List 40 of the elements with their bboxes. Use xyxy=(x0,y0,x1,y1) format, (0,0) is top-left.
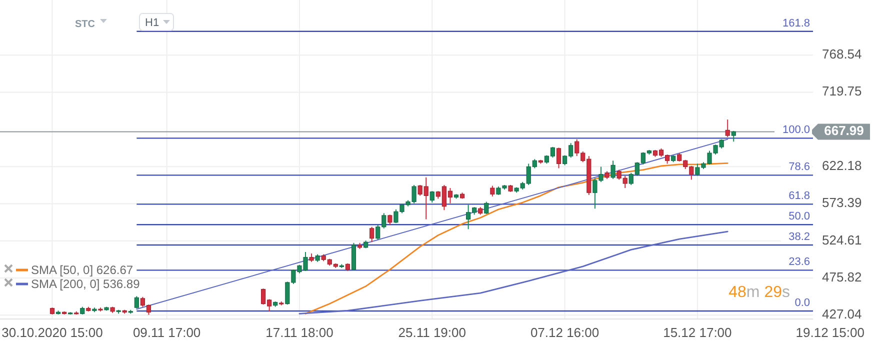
annotation: 48m 29s xyxy=(728,284,790,301)
annotation: H1 xyxy=(145,17,160,29)
annotation: 78.6 xyxy=(788,161,810,174)
annotation: 0.0 xyxy=(794,297,810,310)
annotation: 38.2 xyxy=(788,231,810,243)
y-tick-label: 524.61 xyxy=(822,232,862,248)
candlestick xyxy=(388,214,392,226)
y-tick-label: 719.75 xyxy=(822,84,862,99)
x-tick-label: 09.11 17:00 xyxy=(132,325,201,340)
candlestick xyxy=(490,185,495,197)
annotation: 50.0 xyxy=(788,210,810,223)
y-tick-label: 475.82 xyxy=(822,269,862,284)
candlestick xyxy=(370,226,374,243)
line-series xyxy=(298,230,728,314)
y-tick-label: 427.04 xyxy=(822,306,862,322)
candlestick xyxy=(134,296,139,309)
ref-line-label: 667.99 xyxy=(824,123,864,138)
annotation: 61.8 xyxy=(788,190,810,202)
candlestick xyxy=(430,190,434,204)
x-tick-label: 25.11 19:00 xyxy=(398,325,466,340)
candlestick xyxy=(484,201,489,214)
annotation: STC xyxy=(75,19,95,30)
annotation: 23.6 xyxy=(788,256,810,268)
y-tick-label: 622.18 xyxy=(822,158,862,174)
line-series xyxy=(304,162,728,314)
x-tick-label: 30.10.2020 15:00 xyxy=(2,325,103,340)
x-tick-label: 17.11 18:00 xyxy=(266,325,334,340)
legend-label: SMA [200, 0] 536.89 xyxy=(31,277,140,291)
y-tick-label: 768.54 xyxy=(822,46,862,62)
x-tick-label: 15.12 17:00 xyxy=(663,325,732,340)
candlestick xyxy=(731,130,736,142)
legend-label: SMA [50, 0] 626.67 xyxy=(31,263,134,277)
candlestick xyxy=(556,147,562,169)
annotation: 100.0 xyxy=(782,124,810,136)
annotation: 161.8 xyxy=(782,17,810,30)
candlestick xyxy=(725,119,730,138)
candlestick xyxy=(610,160,616,180)
x-tick-label: 07.12 16:00 xyxy=(530,325,600,340)
y-tick-label: 573.39 xyxy=(822,195,862,210)
x-tick-label: 19.12 15:00 xyxy=(796,325,864,340)
